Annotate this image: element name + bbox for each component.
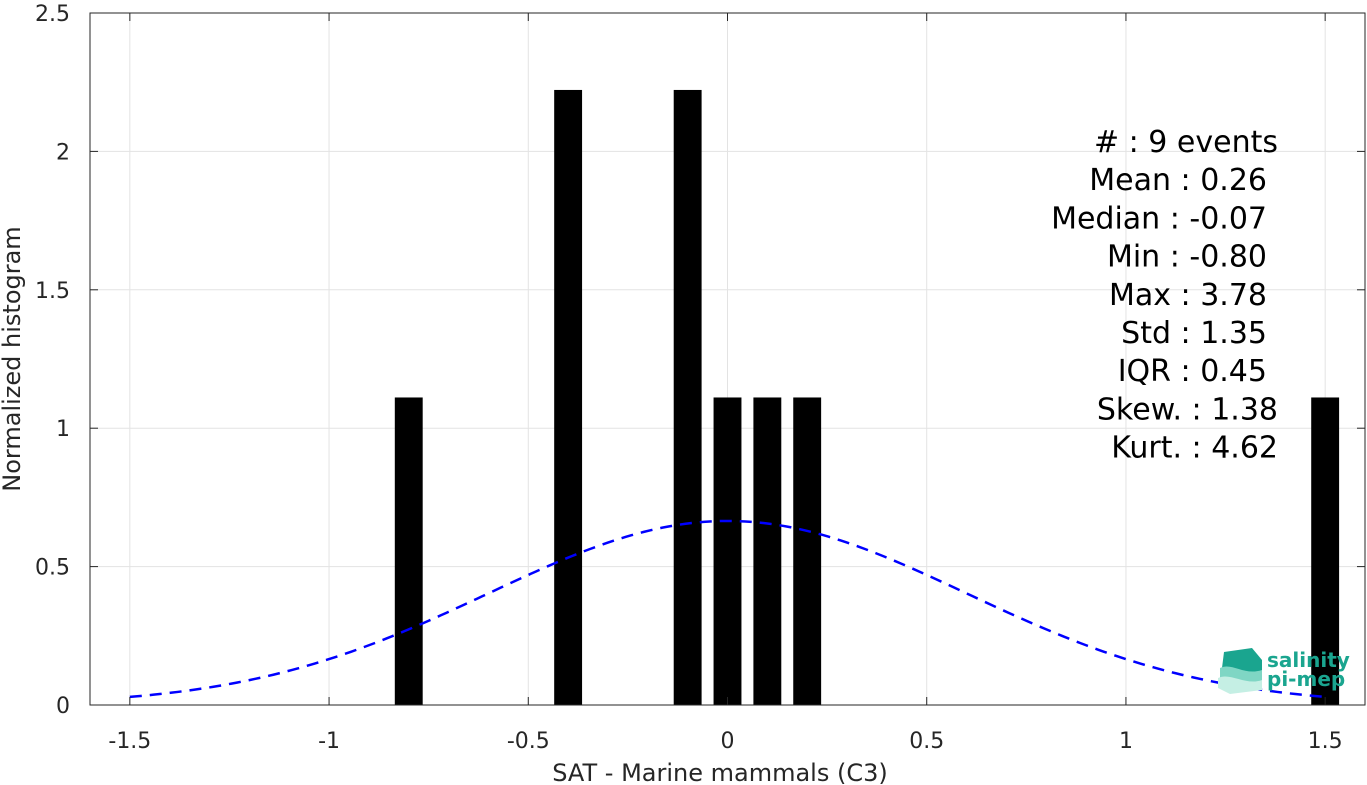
stat-line-1: Mean : 0.26 — [1089, 163, 1267, 198]
stat-line-7: Skew. : 1.38 — [1097, 392, 1278, 427]
x-tick-labels: -1.5 -1 -0.5 0 0.5 1 1.5 — [108, 729, 1342, 754]
stat-line-6: IQR : 0.45 — [1118, 354, 1267, 389]
stat-line-4: Max : 3.78 — [1109, 278, 1267, 313]
histogram-bar-3 — [713, 397, 742, 705]
stat-line-8: Kurt. : 4.62 — [1111, 431, 1278, 466]
stat-line-5: Std : 1.35 — [1121, 316, 1267, 351]
y-tick-label-2: 1 — [56, 417, 70, 442]
logo-text-line1: salinity — [1267, 648, 1350, 672]
x-tick-label-5: 1 — [1119, 729, 1133, 754]
y-tick-label-0: 0 — [56, 694, 70, 719]
y-tick-label-5: 2.5 — [35, 2, 70, 27]
x-axis-label: SAT - Marine mammals (C3) — [552, 759, 887, 785]
axis-ticks — [90, 12, 1365, 706]
logo-text-line2: pi-mep — [1267, 667, 1345, 691]
y-tick-label-4: 2 — [56, 140, 70, 165]
histogram-bar-6 — [1311, 397, 1340, 705]
y-tick-label-1: 0.5 — [35, 556, 70, 581]
normal-fit-curve — [129, 519, 1326, 699]
y-tick-label-3: 1.5 — [35, 279, 70, 304]
stat-line-0: # : 9 events — [1094, 125, 1278, 160]
salinity-pimep-logo: salinity pi-mep — [1218, 648, 1350, 694]
x-tick-label-4: 0.5 — [909, 729, 944, 754]
histogram-bar-1 — [554, 89, 583, 706]
histogram-bar-2 — [673, 89, 702, 706]
x-tick-label-1: -1 — [318, 729, 340, 754]
stat-line-2: Median : -0.07 — [1051, 201, 1267, 236]
x-tick-label-0: -1.5 — [108, 729, 151, 754]
x-tick-label-2: -0.5 — [507, 729, 550, 754]
histogram-bar-4 — [753, 397, 782, 705]
logo-icon — [1218, 648, 1262, 694]
x-tick-label-3: 0 — [721, 729, 735, 754]
histogram-bar-5 — [793, 397, 822, 705]
x-tick-label-6: 1.5 — [1308, 729, 1343, 754]
histogram-bars — [394, 89, 1340, 706]
y-tick-labels: 0 0.5 1 1.5 2 2.5 — [35, 2, 70, 719]
histogram-bar-0 — [394, 397, 423, 705]
y-axis-label: Normalized histogram — [0, 226, 26, 491]
stat-line-3: Min : -0.80 — [1107, 240, 1267, 275]
